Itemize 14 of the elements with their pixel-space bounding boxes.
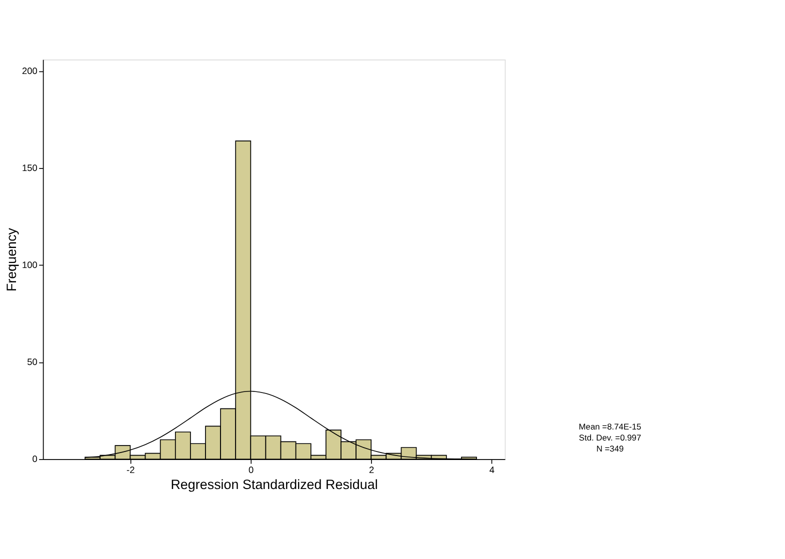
text: Std. Dev. =0.997 (578, 432, 642, 443)
y-tick-label: 0 (32, 454, 38, 464)
y-tick-label: 50 (27, 357, 38, 368)
text: N =349 (596, 444, 624, 454)
y-axis-title: Frequency (4, 228, 20, 292)
y-tick-label: 100 (22, 260, 38, 270)
x-tick-label: 2 (368, 465, 374, 476)
y-tick-label: 200 (22, 66, 38, 76)
x-tick-label: 0 (248, 465, 254, 476)
y-tick-label: 150 (22, 163, 38, 174)
text: Mean =8.74E-15 (578, 422, 642, 432)
x-tick-label: 4 (489, 465, 495, 476)
x-axis-title: Regression Standardized Residual (170, 477, 378, 492)
x-tick-label: -2 (126, 465, 135, 476)
